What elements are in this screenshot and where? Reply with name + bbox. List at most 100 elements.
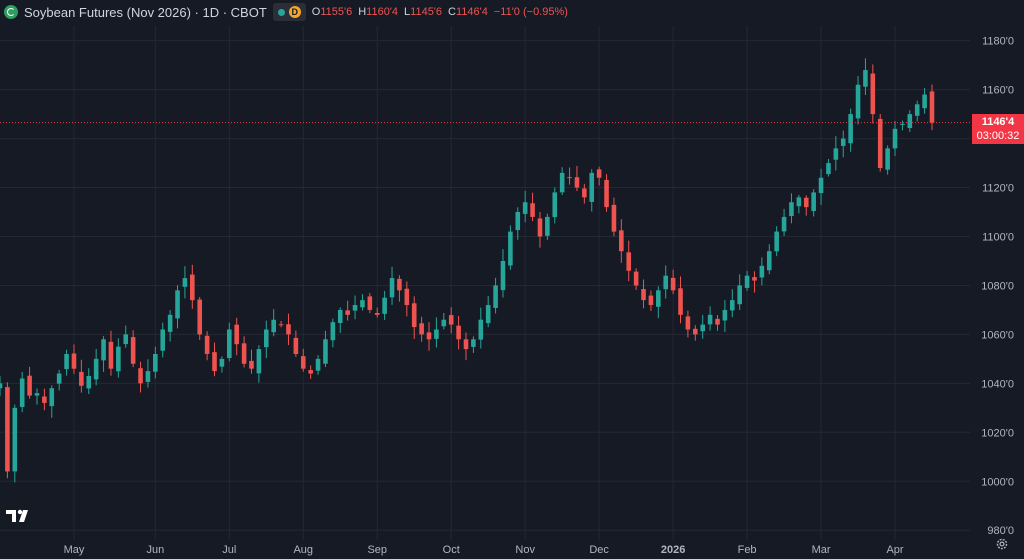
candle-body: [840, 138, 846, 146]
candle-body: [27, 375, 32, 396]
candle-body: [626, 252, 632, 271]
candle-body: [167, 314, 173, 332]
candle-body: [86, 376, 92, 389]
last-price-tag: 1146'4 03:00:32: [972, 113, 1024, 144]
candle-body: [803, 197, 809, 208]
candle-body: [182, 278, 188, 287]
y-tick-label: 1120'0: [982, 183, 1014, 195]
candle-body: [263, 329, 269, 348]
candle-body: [160, 329, 166, 351]
candle-body: [441, 319, 447, 327]
candle-body: [522, 202, 528, 214]
candle-body: [308, 370, 313, 374]
candle-body: [389, 278, 395, 298]
time-axis[interactable]: May Jun Jul Aug Sep Oct Nov Dec 2026 Feb Mar Apr: [64, 544, 904, 556]
candle-body: [5, 387, 10, 472]
candle-body: [463, 339, 469, 350]
candle-body: [64, 353, 69, 370]
candle-body: [537, 218, 543, 237]
high-label: H: [358, 6, 367, 18]
candle-body: [596, 169, 602, 178]
candle-body: [774, 231, 779, 252]
candle-body: [530, 203, 535, 217]
candle-body: [12, 407, 18, 472]
candle-body: [411, 303, 417, 328]
y-tick-label: 1000'0: [981, 476, 1014, 488]
candle-body: [707, 314, 713, 325]
candle-body: [227, 329, 232, 359]
candle-body: [34, 393, 40, 396]
chart-header: Soybean Futures (Nov 2026) · 1D · CBOT D…: [4, 3, 568, 21]
candle-body: [508, 231, 513, 266]
tradingview-logo-icon[interactable]: [6, 508, 36, 524]
candle-body: [434, 329, 439, 339]
candle-body: [929, 91, 935, 123]
candle-body: [589, 172, 595, 202]
candle-body: [729, 300, 735, 311]
candle-body: [833, 148, 839, 160]
candle-body: [293, 337, 299, 354]
candle-body: [789, 202, 794, 217]
candle-body: [515, 212, 521, 231]
y-tick-label: 1060'0: [981, 329, 1014, 341]
candle-body: [404, 288, 410, 306]
y-tick-label: 1020'0: [981, 427, 1014, 439]
candle-body: [766, 251, 772, 271]
candle-body: [323, 339, 328, 364]
candle-body: [456, 325, 461, 340]
x-tick-label: Jun: [146, 544, 164, 556]
status-pill[interactable]: D: [272, 3, 306, 21]
candle-body: [101, 339, 106, 361]
x-tick-label: Apr: [886, 544, 903, 556]
candle-body: [471, 339, 476, 347]
candle-body: [877, 118, 883, 168]
candle-body: [700, 324, 705, 332]
symbol-title[interactable]: Soybean Futures (Nov 2026) · 1D · CBOT: [24, 4, 267, 20]
candle-body: [108, 341, 114, 369]
candle-body: [892, 128, 898, 149]
gear-icon[interactable]: [995, 537, 1009, 551]
market-open-dot-icon: [277, 8, 285, 16]
candle-body: [685, 316, 691, 330]
candle-body: [619, 230, 624, 252]
candle-body: [197, 299, 203, 335]
candle-body: [352, 305, 358, 311]
candle-body: [130, 337, 136, 364]
candle-body: [870, 73, 876, 115]
x-tick-label: May: [64, 544, 85, 556]
bar-countdown: 03:00:32: [976, 129, 1020, 142]
x-tick-label: Dec: [589, 544, 609, 556]
price-axis[interactable]: 1180'01160'01140'01120'01100'01080'01060…: [981, 36, 1014, 538]
candle-body: [552, 192, 558, 218]
candle-body: [545, 216, 550, 236]
x-tick-label: Aug: [293, 544, 313, 556]
candle-body: [286, 324, 291, 335]
candle-body: [300, 356, 306, 369]
candle-body: [633, 271, 639, 286]
soybean-symbol-icon[interactable]: [4, 5, 18, 19]
low-value: 1145'6: [410, 6, 443, 18]
candle-body: [360, 300, 365, 308]
candle-body: [175, 290, 180, 319]
candle-body: [922, 94, 927, 109]
candle-body: [49, 388, 55, 407]
candle-body: [744, 275, 750, 288]
candle-body: [715, 318, 720, 325]
candle-body: [116, 346, 121, 372]
candle-body: [604, 179, 609, 208]
candle-body: [93, 358, 99, 380]
low-label: L: [404, 6, 411, 18]
candle-body: [826, 163, 831, 175]
candle-body: [278, 324, 284, 326]
candle-body: [249, 360, 254, 369]
candle-body: [818, 177, 824, 194]
change-value: −11'0 (−0.95%): [493, 6, 568, 18]
chart-grid: [0, 26, 970, 540]
candle-body: [582, 188, 587, 198]
candle-body: [737, 285, 742, 305]
candle-body: [337, 309, 343, 323]
candle-body: [190, 274, 195, 301]
high-value: 1160'4: [366, 6, 399, 18]
y-tick-label: 980'0: [987, 525, 1014, 537]
